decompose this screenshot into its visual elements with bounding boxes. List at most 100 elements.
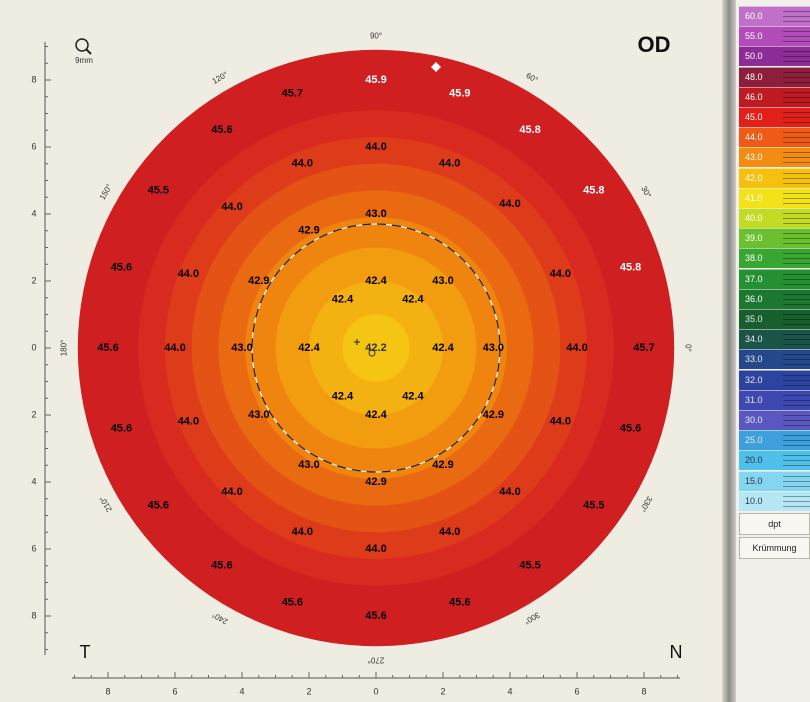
scale-ticks: [783, 310, 810, 329]
scale-value-label: 25.0: [745, 435, 763, 446]
curvature-value: 45.8: [620, 262, 641, 274]
scale-swatch: 42.0: [739, 167, 810, 188]
scale-swatch: 20.0: [739, 450, 810, 471]
curvature-value: 44.0: [439, 158, 460, 170]
scale-value-label: 41.0: [745, 192, 763, 203]
marker-diamond-icon: [431, 62, 441, 72]
curvature-value: 43.0: [231, 342, 252, 354]
scale-swatch: 60.0: [739, 6, 810, 26]
degree-label: 150°: [98, 183, 114, 202]
degree-label: 60°: [525, 71, 540, 85]
scale-ticks: [783, 7, 810, 26]
curvature-value: 42.9: [483, 409, 504, 421]
scale-ticks: [783, 168, 810, 188]
curvature-value: 44.0: [439, 526, 460, 538]
scale-value-label: 39.0: [745, 233, 763, 244]
scale-ticks: [783, 269, 810, 289]
curvature-value: 45.6: [211, 560, 232, 572]
pupil-outline: [251, 223, 501, 473]
curvature-value: 45.5: [583, 499, 604, 511]
curvature-value: 42.4: [402, 293, 424, 305]
curvature-value: 45.7: [282, 87, 303, 99]
scale-value-label: 43.0: [745, 152, 763, 163]
scale-swatch: 37.0: [739, 268, 810, 289]
scale-ticks: [783, 350, 810, 370]
curvature-value: 44.0: [221, 486, 242, 498]
scale-ticks: [783, 128, 810, 148]
scale-unit-button[interactable]: dpt: [739, 513, 810, 535]
scale-value-label: 60.0: [745, 11, 763, 21]
scale-ticks: [783, 411, 810, 430]
scale-ticks: [783, 148, 810, 168]
scale-value-label: 10.0: [745, 495, 763, 506]
y-tick-label: 0: [31, 342, 36, 352]
curvature-value: 45.6: [365, 610, 386, 622]
curvature-value: 44.0: [178, 268, 199, 280]
panel-divider[interactable]: [722, 0, 736, 702]
curvature-value: 42.9: [248, 275, 269, 287]
curvature-value: 45.6: [620, 422, 641, 434]
scale-value-label: 34.0: [745, 334, 763, 345]
curvature-value: 43.0: [365, 208, 386, 220]
curvature-value: 45.6: [282, 597, 303, 609]
map-axes: 8 6 4 2 0 2 4 6 8 8 6 4 2 0 2 4 6 8: [31, 42, 680, 696]
y-tick-label: 2: [31, 275, 36, 285]
curvature-value: 44.0: [499, 198, 520, 210]
scale-value-label: 50.0: [745, 51, 763, 62]
scale-swatch: 30.0: [739, 410, 810, 430]
y-tick-label: 4: [31, 476, 36, 486]
scale-value-label: 30.0: [745, 415, 763, 425]
scale-value-label: 37.0: [745, 273, 763, 284]
scale-ticks: [783, 67, 810, 87]
scale-swatch: 46.0: [739, 86, 810, 107]
scale-swatch: 55.0: [739, 26, 810, 47]
scale-value-label: 55.0: [745, 31, 763, 42]
degree-label: 330°: [638, 495, 654, 514]
scale-ticks: [783, 249, 810, 269]
y-tick-label: 6: [31, 141, 36, 151]
scale-swatch: 33.0: [739, 349, 810, 370]
x-tick-label: 8: [105, 686, 110, 696]
curvature-values: 42.2 42.4 42.4 42.4 42.4 42.4 42.4 42.4 42.4 43.0…: [97, 74, 654, 622]
scale-swatch: 10.0: [739, 490, 810, 511]
curvature-value: 42.4: [365, 275, 387, 287]
scale-mode-button[interactable]: Krümmung: [739, 537, 810, 559]
scale-value-label: 42.0: [745, 172, 763, 183]
curvature-value: 44.0: [221, 201, 242, 213]
degree-label: 90°: [370, 32, 382, 41]
curvature-ring: [342, 314, 410, 382]
curvature-value: 44.0: [164, 342, 185, 354]
degree-label: 300°: [523, 610, 542, 626]
curvature-value: 45.6: [148, 499, 169, 511]
scale-ticks: [783, 330, 810, 350]
zoom-icon[interactable]: [75, 38, 92, 55]
scale-value-label: 32.0: [745, 374, 763, 385]
curvature-value: 45.6: [211, 124, 232, 136]
scale-value-label: 40.0: [745, 213, 763, 223]
curvature-value: 42.9: [298, 225, 319, 237]
degree-label: 180°: [60, 340, 69, 357]
curvature-value: 44.0: [365, 141, 386, 153]
curvature-value: 45.9: [365, 74, 386, 86]
degree-label: 120°: [211, 70, 230, 86]
curvature-value: 42.2: [365, 342, 386, 354]
temporal-label: T: [80, 642, 91, 662]
curvature-value: 44.0: [550, 268, 571, 280]
curvature-rings: [77, 49, 675, 647]
scale-swatch: 38.0: [739, 248, 810, 269]
zoom-label: 9mm: [75, 56, 93, 65]
degree-label: 30°: [639, 185, 653, 200]
scale-swatch: 32.0: [739, 369, 810, 390]
scale-swatch: 35.0: [739, 309, 810, 329]
x-tick-label: 4: [507, 686, 512, 696]
scale-swatch: 25.0: [739, 430, 810, 451]
curvature-value: 45.6: [111, 422, 132, 434]
curvature-value: 43.0: [248, 409, 269, 421]
color-scale-panel: 60.0 55.0 50.0 48.0 46.0 45.0 44.0 43.0 42.0 41.0…: [736, 0, 810, 702]
curvature-value: 44.0: [550, 416, 571, 428]
scale-ticks: [783, 47, 810, 67]
scale-swatch: 41.0: [739, 187, 810, 208]
y-tick-label: 8: [31, 610, 36, 620]
